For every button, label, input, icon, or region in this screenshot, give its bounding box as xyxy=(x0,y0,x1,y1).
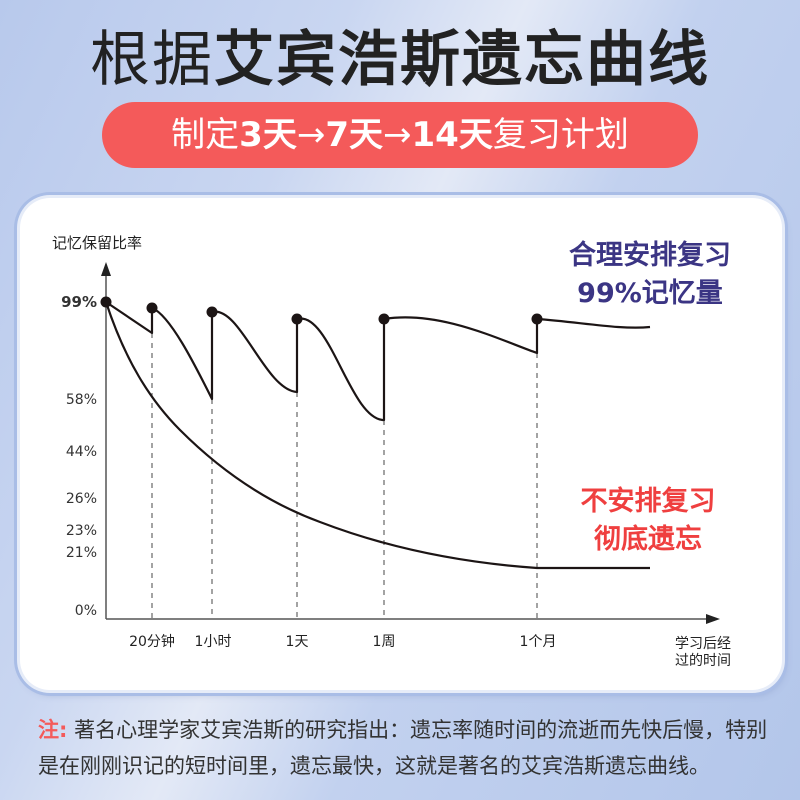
subtitle-day14: 14天 xyxy=(411,115,493,155)
svg-text:不安排复习: 不安排复习 xyxy=(581,486,716,517)
svg-text:学习后经: 学习后经 xyxy=(675,636,731,652)
y-tick: 23% xyxy=(66,523,97,539)
review-dot xyxy=(291,313,303,325)
y-axis-arrow-icon xyxy=(101,262,111,276)
footnote: 注: 著名心理学家艾宾浩斯的研究指出：遗忘率随时间的流逝而先快后慢，特别是在刚刚… xyxy=(38,712,778,784)
x-axis-label: 学习后经 过的时间 xyxy=(675,636,731,669)
x-ticks: 20分钟 1小时 1天 1周 1个月 xyxy=(129,633,556,650)
y-tick: 26% xyxy=(66,491,97,507)
y-tick: 58% xyxy=(66,392,97,408)
subtitle-day3: 3天 xyxy=(239,115,297,155)
no-review-curve xyxy=(104,301,650,570)
review-curve xyxy=(105,301,651,422)
subtitle-banner: 制定3天→7天→14天复习计划 xyxy=(102,102,698,168)
arrow-icon: → xyxy=(296,115,326,155)
review-annotation: 合理安排复习 99%记忆量 xyxy=(569,239,731,309)
subtitle-text: 复习计划 xyxy=(492,115,629,155)
page-title: 根据艾宾浩斯遗忘曲线 xyxy=(0,20,800,100)
review-points xyxy=(100,296,543,325)
y-tick: 21% xyxy=(66,545,97,561)
review-dot xyxy=(378,313,390,325)
chart-panel xyxy=(20,198,782,690)
x-tick: 1天 xyxy=(286,634,309,650)
x-tick: 1个月 xyxy=(520,634,557,650)
note-text: 著名心理学家艾宾浩斯的研究指出：遗忘率随时间的流逝而先快后慢，特别是在刚刚识记的… xyxy=(38,718,768,778)
svg-text:合理安排复习: 合理安排复习 xyxy=(569,239,731,271)
gridlines xyxy=(151,333,538,619)
svg-text:过的时间: 过的时间 xyxy=(675,653,731,669)
review-dot xyxy=(531,313,543,325)
review-dot xyxy=(100,296,112,308)
x-tick: 1小时 xyxy=(195,634,232,650)
note-label: 注: xyxy=(38,718,68,742)
svg-text:99%记忆量: 99%记忆量 xyxy=(577,278,723,309)
svg-text:彻底遗忘: 彻底遗忘 xyxy=(594,523,702,555)
y-ticks: 99% 58% 44% 26% 23% 21% 0% xyxy=(61,293,97,619)
y-tick: 44% xyxy=(66,444,97,460)
subtitle-day7: 7天 xyxy=(325,115,383,155)
no-review-annotation: 不安排复习 彻底遗忘 xyxy=(581,486,716,555)
review-dot xyxy=(146,302,158,314)
y-tick: 0% xyxy=(75,603,97,619)
subtitle-text: 制定 xyxy=(171,115,240,155)
arrow-icon: → xyxy=(383,115,412,155)
title-main: 艾宾浩斯遗忘曲线 xyxy=(214,25,710,95)
review-dot xyxy=(206,306,218,318)
y-tick: 99% xyxy=(61,293,97,311)
x-axis-arrow-icon xyxy=(706,614,720,624)
title-prefix: 根据 xyxy=(90,25,214,95)
x-tick: 1周 xyxy=(373,634,396,650)
x-tick: 20分钟 xyxy=(129,633,175,650)
y-axis-label: 记忆保留比率 xyxy=(52,234,142,252)
